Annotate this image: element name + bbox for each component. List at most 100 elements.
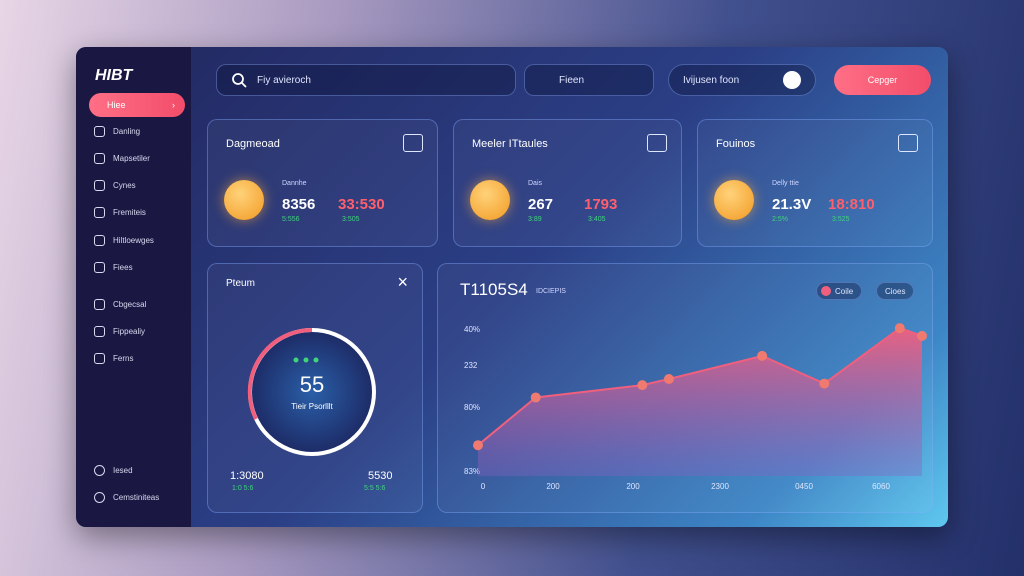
- nav-icon: [94, 153, 105, 164]
- nav-label: Danling: [113, 127, 141, 136]
- card-sub-2: 3:525: [832, 216, 850, 223]
- card-sub-2: 3:505: [342, 216, 360, 223]
- data-point: [663, 373, 674, 384]
- gauge-panel: Pteum × 55 Tieir Psorlllt 1:3080 1:0 5:6…: [207, 263, 423, 513]
- footer-icon: [94, 465, 105, 476]
- user-pill[interactable]: Ivijusen foon: [668, 64, 816, 96]
- search-placeholder: Fiy avieroch: [257, 74, 311, 86]
- legend-dot: [821, 286, 831, 296]
- card-value: 8356: [282, 196, 316, 213]
- stat-left: 1:3080: [230, 470, 264, 482]
- nav-item[interactable]: Fippealiy: [94, 326, 145, 337]
- stat-right: 5530: [368, 470, 393, 482]
- footer-label: Iesed: [113, 466, 133, 475]
- area-fill: [478, 328, 922, 476]
- area-chart: 40% 232 80% 83%0 200 200 2300 0450 6060: [464, 323, 927, 491]
- chart-title: T1105S4: [460, 280, 528, 299]
- data-point: [637, 380, 648, 391]
- card-label: Dannhe: [282, 180, 307, 187]
- card-sub: 3:89: [528, 216, 542, 223]
- card-value: 267: [528, 196, 554, 213]
- search-box[interactable]: Fiy avieroch: [216, 64, 516, 96]
- x-tick-label: 0450: [795, 482, 813, 491]
- y-tick-label: 232: [464, 361, 478, 370]
- y-tick-label: 80%: [464, 403, 480, 412]
- action-button[interactable]: Cepger: [834, 65, 931, 95]
- card-icon: [898, 134, 918, 152]
- nav-item[interactable]: Mapsetiler: [94, 153, 150, 164]
- gauge: [247, 327, 376, 456]
- nav-label: Cynes: [113, 181, 136, 190]
- legend-pill[interactable]: Coile: [816, 282, 863, 300]
- nav-item[interactable]: Fremiteis: [94, 207, 146, 218]
- nav-label: Ferns: [113, 354, 134, 363]
- close-button[interactable]: ×: [397, 272, 408, 292]
- data-point: [819, 378, 830, 389]
- card-coin: [470, 180, 510, 220]
- card-coin: [714, 180, 754, 220]
- card-sub: 5:556: [282, 216, 300, 223]
- stat-card: Meeler ITtaules Dais 267 1793 3:89 3:405: [453, 119, 682, 247]
- card-icon: [403, 134, 423, 152]
- data-point: [894, 323, 905, 334]
- footer-item[interactable]: Iesed: [94, 465, 133, 476]
- card-value-2: 1793: [584, 196, 618, 213]
- x-tick-label: 0: [481, 482, 486, 491]
- data-point: [473, 440, 483, 451]
- nav-item[interactable]: Fiees: [94, 262, 133, 273]
- app-window: HIBT Hiee › Danling Mapsetiler Cynes Fremite…: [76, 47, 948, 527]
- card-value-2: 33:530: [338, 196, 385, 213]
- card-value-2: 18:810: [828, 196, 875, 213]
- nav-label: Fiees: [113, 263, 133, 272]
- nav-item[interactable]: Cbgecsal: [94, 299, 146, 310]
- chart-panel: 40% 232 80% 83% 0 200 200 2300 0450 6060 T1105S4 I…: [437, 263, 933, 513]
- panel-title: Pteum: [226, 278, 255, 289]
- x-tick-label: 200: [626, 482, 640, 491]
- stat-right-sub: 5:5 5:6: [364, 485, 386, 492]
- nav-label: Fremiteis: [113, 208, 146, 217]
- legend-pill[interactable]: Cioes: [876, 282, 915, 300]
- nav-icon: [94, 126, 105, 137]
- nav-active[interactable]: Hiee ›: [89, 93, 185, 117]
- logo: HIBT: [95, 67, 133, 84]
- card-sub: 2:5%: [772, 216, 788, 223]
- card-sub-2: 3:405: [588, 216, 606, 223]
- area-line: [477, 327, 923, 446]
- nav-icon: [94, 353, 105, 364]
- y-tick-label: 40%: [464, 325, 480, 334]
- x-tick-label: 6060: [872, 482, 890, 491]
- card-coin: [224, 180, 264, 220]
- footer-item[interactable]: Cemstiniteas: [94, 492, 159, 503]
- chart-subtitle: IDCIEPIS: [536, 288, 566, 295]
- filter-pill[interactable]: Fieen: [524, 64, 654, 96]
- footer-label: Cemstiniteas: [113, 493, 160, 502]
- nav-item[interactable]: Danling: [94, 126, 140, 137]
- gauge-value: 55: [299, 372, 325, 397]
- chevron: ›: [172, 100, 175, 110]
- nav-icon: [94, 326, 105, 337]
- x-tick-label: 200: [546, 482, 560, 491]
- nav-item[interactable]: Cynes: [94, 180, 136, 191]
- nav-item[interactable]: Hiltloewges: [94, 235, 154, 246]
- pill-label: Fieen: [559, 74, 585, 86]
- gauge-caption: Tieir Psorlllt: [291, 402, 333, 411]
- nav-icon: [94, 180, 105, 191]
- card-title: Fouinos: [716, 138, 756, 150]
- nav-icon: [94, 262, 105, 273]
- stat-card: Dagmeoad Dannhe 8356 33:530 5:556 3:505: [207, 119, 438, 247]
- sidebar: HIBT Hiee › Danling Mapsetiler Cynes Fremite…: [76, 47, 191, 527]
- data-point: [917, 330, 927, 341]
- stat-left-sub: 1:0 5:6: [232, 485, 254, 492]
- nav-item[interactable]: Ferns: [94, 353, 133, 364]
- card-title: Dagmeoad: [226, 138, 280, 150]
- card-label: Delly ttie: [772, 180, 799, 187]
- y-tick-label: 83%: [464, 467, 480, 476]
- nav-label: Cbgecsal: [113, 300, 147, 309]
- nav-label: Hiltloewges: [113, 236, 154, 245]
- nav-label: Mapsetiler: [113, 154, 150, 163]
- data-point: [757, 350, 768, 361]
- card-label: Dais: [528, 180, 543, 187]
- stat-card: Fouinos Delly ttie 21.3V 18:810 2:5% 3:525: [697, 119, 933, 247]
- search-icon: [232, 73, 247, 88]
